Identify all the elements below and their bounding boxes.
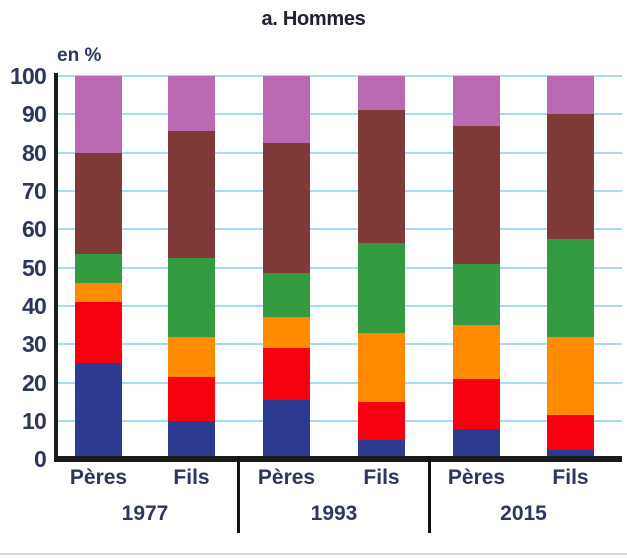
brown-segment [263, 142, 310, 274]
y-tick-label-0: 0 [34, 446, 47, 473]
group-divider-1 [237, 456, 240, 533]
orange-segment [547, 336, 594, 416]
gridline-40 [57, 304, 622, 307]
navy-segment [358, 440, 405, 460]
gridline-20 [57, 381, 622, 384]
x-label-fils-1993: Fils [363, 466, 400, 489]
red-segment [453, 378, 500, 429]
year-label-1993: 1993 [310, 502, 358, 525]
red-segment [547, 415, 594, 450]
y-tick-label-50: 50 [22, 254, 47, 281]
x-label-fils-2015: Fils [552, 466, 589, 489]
y-tick-label-70: 70 [22, 177, 47, 204]
year-label-1977: 1977 [121, 502, 169, 525]
green-segment [453, 263, 500, 326]
green-segment [547, 238, 594, 337]
x-label-pres-2015: Pères [447, 466, 506, 489]
orange-segment [263, 317, 310, 349]
gridline-30 [57, 343, 622, 346]
y-tick-label-80: 80 [22, 139, 47, 166]
orange-segment [75, 282, 122, 303]
bar-fils-1993 [358, 75, 405, 460]
navy-segment [168, 420, 215, 460]
brown-segment [453, 125, 500, 264]
gridline-60 [57, 228, 622, 231]
bar-fils-2015 [547, 75, 594, 460]
bar-p-res-1977 [75, 75, 122, 460]
green-segment [263, 273, 310, 318]
pink-segment [547, 75, 594, 115]
x-label-pres-1977: Pères [69, 466, 128, 489]
y-tick-label-90: 90 [22, 101, 47, 128]
pink-segment [168, 75, 215, 132]
navy-segment [263, 399, 310, 460]
y-tick-label-60: 60 [22, 216, 47, 243]
group-divider-2 [428, 456, 431, 533]
x-label-pres-1993: Pères [257, 466, 316, 489]
orange-segment [358, 332, 405, 402]
red-segment [358, 401, 405, 441]
green-segment [75, 254, 122, 283]
gridline-70 [57, 189, 622, 192]
green-segment [358, 242, 405, 333]
y-axis-unit-label: en % [57, 45, 102, 66]
brown-segment [75, 152, 122, 255]
y-tick-label-30: 30 [22, 331, 47, 358]
figure-bottom-rule [0, 553, 627, 555]
orange-segment [453, 325, 500, 379]
pink-segment [263, 75, 310, 143]
year-label-2015: 2015 [500, 502, 547, 525]
pink-segment [358, 75, 405, 111]
gridline-100 [57, 74, 622, 77]
orange-segment [168, 336, 215, 377]
bar-p-res-1993 [263, 75, 310, 460]
x-label-fils-1977: Fils [173, 466, 210, 489]
gridline-90 [57, 113, 622, 116]
navy-segment [453, 428, 500, 460]
bar-fils-1977 [168, 75, 215, 460]
brown-segment [547, 114, 594, 239]
brown-segment [168, 131, 215, 258]
bar-p-res-2015 [453, 75, 500, 460]
gridline-10 [57, 419, 622, 422]
green-segment [168, 257, 215, 337]
red-segment [263, 348, 310, 400]
y-tick-label-20: 20 [22, 369, 47, 396]
y-axis-line [54, 73, 58, 462]
x-axis-line [54, 456, 622, 462]
y-tick-label-10: 10 [22, 407, 47, 434]
red-segment [75, 302, 122, 364]
pink-segment [453, 75, 500, 126]
chart-title: a. Hommes [261, 8, 366, 30]
gridline-80 [57, 151, 622, 154]
navy-segment [547, 449, 594, 460]
red-segment [168, 376, 215, 421]
y-tick-label-40: 40 [22, 292, 47, 319]
y-tick-label-100: 100 [10, 62, 47, 89]
pink-segment [75, 75, 122, 153]
gridline-50 [57, 266, 622, 269]
navy-segment [75, 363, 122, 460]
brown-segment [358, 110, 405, 243]
